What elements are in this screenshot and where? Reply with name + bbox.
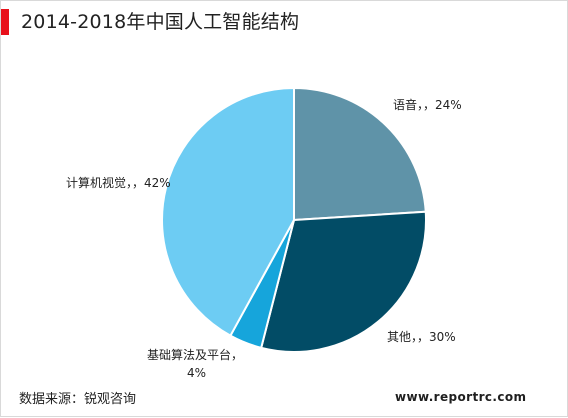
pie-labels: 语音，，24% 其他，，30% 基础算法及平台， 4% 计算机视觉，，42% [66, 97, 462, 380]
slice-label-2: 其他，，30% [387, 330, 456, 344]
pie-slice-2 [259, 210, 427, 353]
slice-label-line: 基础算法及平台， [147, 347, 243, 362]
pie-slice-1 [293, 86, 427, 222]
pie-slice-4 [161, 86, 295, 338]
slice-label-3: 基础算法及平台， 4% [147, 347, 243, 380]
data-source: 数据来源：锐观咨询 [19, 392, 137, 407]
slice-label-4: 计算机视觉，，42% [66, 175, 171, 190]
pie-slices [161, 86, 427, 353]
website-url: www.reportrc.com [395, 390, 527, 404]
slice-label-line: 4% [187, 366, 206, 380]
slice-label-1: 语音，，24% [393, 97, 462, 112]
chart-title: 2014-2018年中国人工智能结构 [21, 11, 300, 33]
title-accent-bar [1, 9, 9, 35]
